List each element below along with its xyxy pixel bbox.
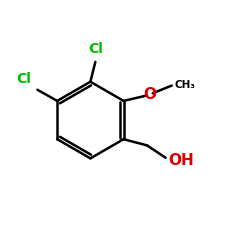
- Text: CH₃: CH₃: [174, 80, 195, 90]
- Text: Cl: Cl: [16, 72, 31, 86]
- Text: O: O: [143, 87, 156, 102]
- Text: OH: OH: [168, 153, 194, 168]
- Text: Cl: Cl: [88, 42, 103, 56]
